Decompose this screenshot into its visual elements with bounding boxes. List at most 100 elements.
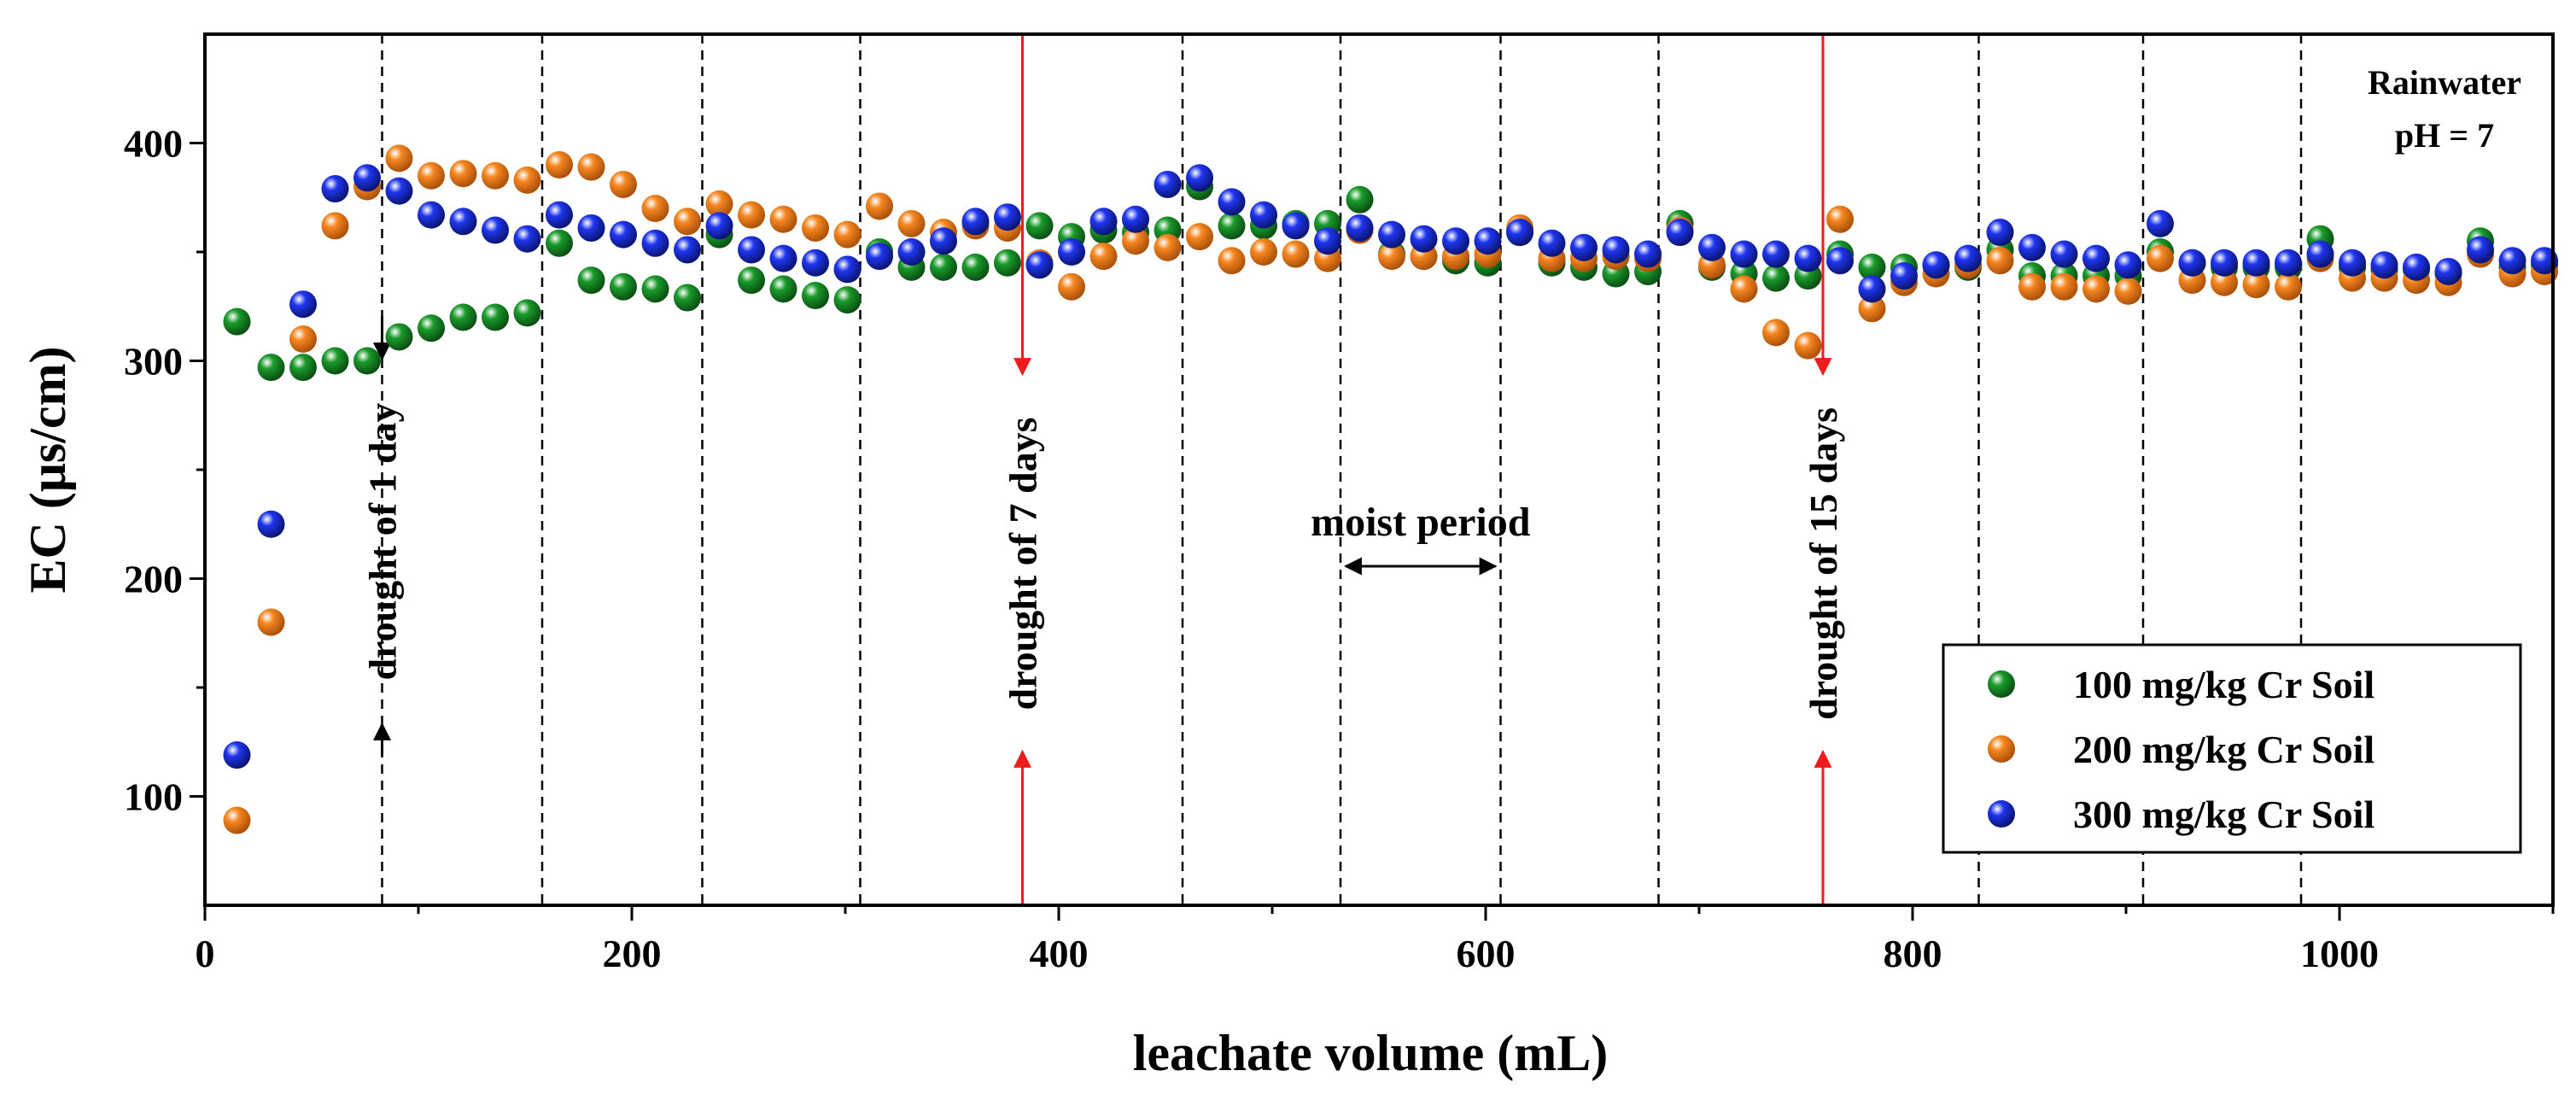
x-tick-label: 400 <box>1030 932 1089 975</box>
point-series-3 <box>674 236 701 264</box>
point-series-3 <box>1634 240 1662 268</box>
point-series-2 <box>1058 272 1085 301</box>
point-series-3 <box>482 216 509 244</box>
drought-labels: drought of 1 day drought of 7 days drought… <box>361 402 1846 720</box>
point-series-3 <box>1378 220 1405 249</box>
y-tick-label: 200 <box>124 558 183 601</box>
point-series-2 <box>1826 205 1854 233</box>
data-points <box>223 144 2558 834</box>
point-series-3 <box>1570 233 1598 261</box>
point-series-2 <box>1986 247 2014 275</box>
point-series-3 <box>1346 214 1374 242</box>
legend-box <box>1942 643 2522 854</box>
x-tick-label: 1000 <box>2300 932 2379 975</box>
point-series-3 <box>577 214 605 242</box>
point-series-2 <box>546 151 573 178</box>
point-series-3 <box>961 208 990 236</box>
point-series-1 <box>385 323 413 351</box>
point-series-2 <box>1858 295 1886 323</box>
point-series-1 <box>961 253 990 281</box>
point-series-1 <box>833 286 862 314</box>
legend-marker-200 <box>1988 735 2015 763</box>
point-series-2 <box>1378 243 1405 271</box>
point-series-1 <box>1025 212 1054 240</box>
legend: 100 mg/kg Cr Soil 200 mg/kg Cr Soil 300 … <box>1942 643 2522 854</box>
point-series-2 <box>674 208 701 236</box>
point-series-3 <box>2370 251 2398 279</box>
point-series-2 <box>289 325 317 353</box>
point-series-3 <box>1794 244 1822 272</box>
point-series-1 <box>610 272 637 301</box>
drought-label: drought of 15 days <box>1802 407 1845 720</box>
note-line-2: pH = 7 <box>2395 116 2494 155</box>
point-series-1 <box>802 282 829 309</box>
x-tick-label: 0 <box>196 932 215 975</box>
moist-period-label: moist period <box>1311 500 1531 545</box>
point-series-3 <box>257 510 285 538</box>
point-series-2 <box>577 153 605 181</box>
point-series-2 <box>1186 223 1213 251</box>
point-series-2 <box>866 192 893 220</box>
point-series-1 <box>1346 185 1374 214</box>
point-series-3 <box>2275 249 2302 277</box>
point-series-3 <box>2242 249 2270 277</box>
point-series-1 <box>769 275 797 303</box>
point-series-3 <box>1890 262 1918 290</box>
point-series-2 <box>769 205 797 233</box>
point-series-3 <box>1154 170 1182 198</box>
point-series-3 <box>1314 227 1341 255</box>
point-series-1 <box>738 266 765 295</box>
point-series-2 <box>2114 277 2142 305</box>
point-series-2 <box>2242 271 2270 299</box>
note-line-1: Rainwater <box>2368 63 2521 102</box>
point-series-2 <box>833 220 862 249</box>
point-series-2 <box>513 166 541 194</box>
y-tick-label: 400 <box>124 122 183 166</box>
point-series-1 <box>257 354 285 382</box>
point-series-1 <box>418 314 445 342</box>
x-tick-label: 800 <box>1884 932 1942 975</box>
point-series-3 <box>1762 240 1790 268</box>
x-axis-ticks: 0 200 400 600 800 1000 <box>196 905 2555 975</box>
point-series-3 <box>897 238 926 266</box>
point-series-3 <box>1538 229 1566 257</box>
point-series-1 <box>546 229 573 257</box>
y-axis-ticks: 100 200 300 400 <box>124 122 205 819</box>
point-series-2 <box>2275 272 2302 301</box>
point-series-2 <box>1794 331 1822 360</box>
point-series-3 <box>994 203 1021 231</box>
point-series-2 <box>2018 272 2046 301</box>
point-series-2 <box>418 161 445 190</box>
point-series-1 <box>674 284 701 312</box>
point-series-3 <box>930 227 957 255</box>
point-series-1 <box>289 354 317 382</box>
point-series-3 <box>1858 275 1886 303</box>
x-axis-label: leachate volume (mL) <box>1133 1025 1609 1081</box>
point-series-3 <box>321 175 349 203</box>
point-series-1 <box>353 347 381 375</box>
point-series-3 <box>449 208 477 236</box>
point-series-3 <box>1250 201 1277 229</box>
point-series-3 <box>546 201 573 229</box>
point-series-3 <box>223 741 251 769</box>
legend-marker-300 <box>1988 800 2015 828</box>
point-series-3 <box>866 243 893 271</box>
point-series-3 <box>2114 251 2142 279</box>
point-series-3 <box>769 244 797 272</box>
point-series-2 <box>641 195 669 222</box>
point-series-3 <box>1442 227 1469 255</box>
point-series-3 <box>2147 209 2174 237</box>
y-axis-label: EC (μs/cm) <box>20 347 76 594</box>
point-series-2 <box>1218 247 1246 275</box>
point-series-3 <box>2211 249 2238 277</box>
point-series-3 <box>1218 188 1246 216</box>
point-series-3 <box>610 220 637 249</box>
point-series-2 <box>482 161 509 190</box>
point-series-3 <box>1730 240 1758 268</box>
point-series-3 <box>418 201 445 229</box>
point-series-3 <box>385 177 413 205</box>
point-series-3 <box>1954 244 1982 272</box>
rainwater-note: Rainwater pH = 7 <box>2368 63 2521 155</box>
point-series-2 <box>610 170 637 198</box>
